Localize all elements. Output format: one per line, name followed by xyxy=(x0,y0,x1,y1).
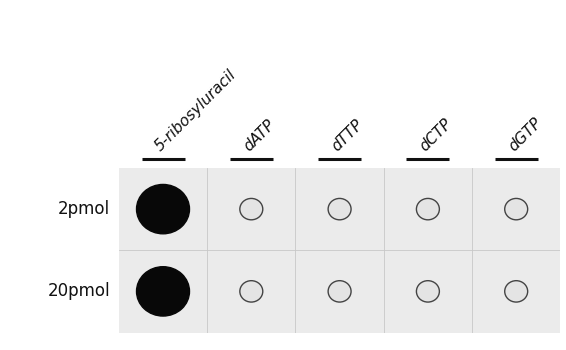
Circle shape xyxy=(136,184,190,234)
Text: 2pmol: 2pmol xyxy=(58,200,110,218)
Circle shape xyxy=(417,281,439,302)
Circle shape xyxy=(505,281,528,302)
Circle shape xyxy=(136,267,190,316)
Text: 5-ribosyluracil: 5-ribosyluracil xyxy=(152,67,239,154)
Text: 20pmol: 20pmol xyxy=(48,282,110,300)
Circle shape xyxy=(328,281,351,302)
Circle shape xyxy=(240,198,263,220)
Text: dTTP: dTTP xyxy=(329,117,366,154)
Circle shape xyxy=(240,281,263,302)
Text: dGTP: dGTP xyxy=(505,115,544,154)
Circle shape xyxy=(328,198,351,220)
Circle shape xyxy=(417,198,439,220)
Text: dCTP: dCTP xyxy=(417,116,456,154)
Text: dATP: dATP xyxy=(241,117,278,154)
Circle shape xyxy=(505,198,528,220)
